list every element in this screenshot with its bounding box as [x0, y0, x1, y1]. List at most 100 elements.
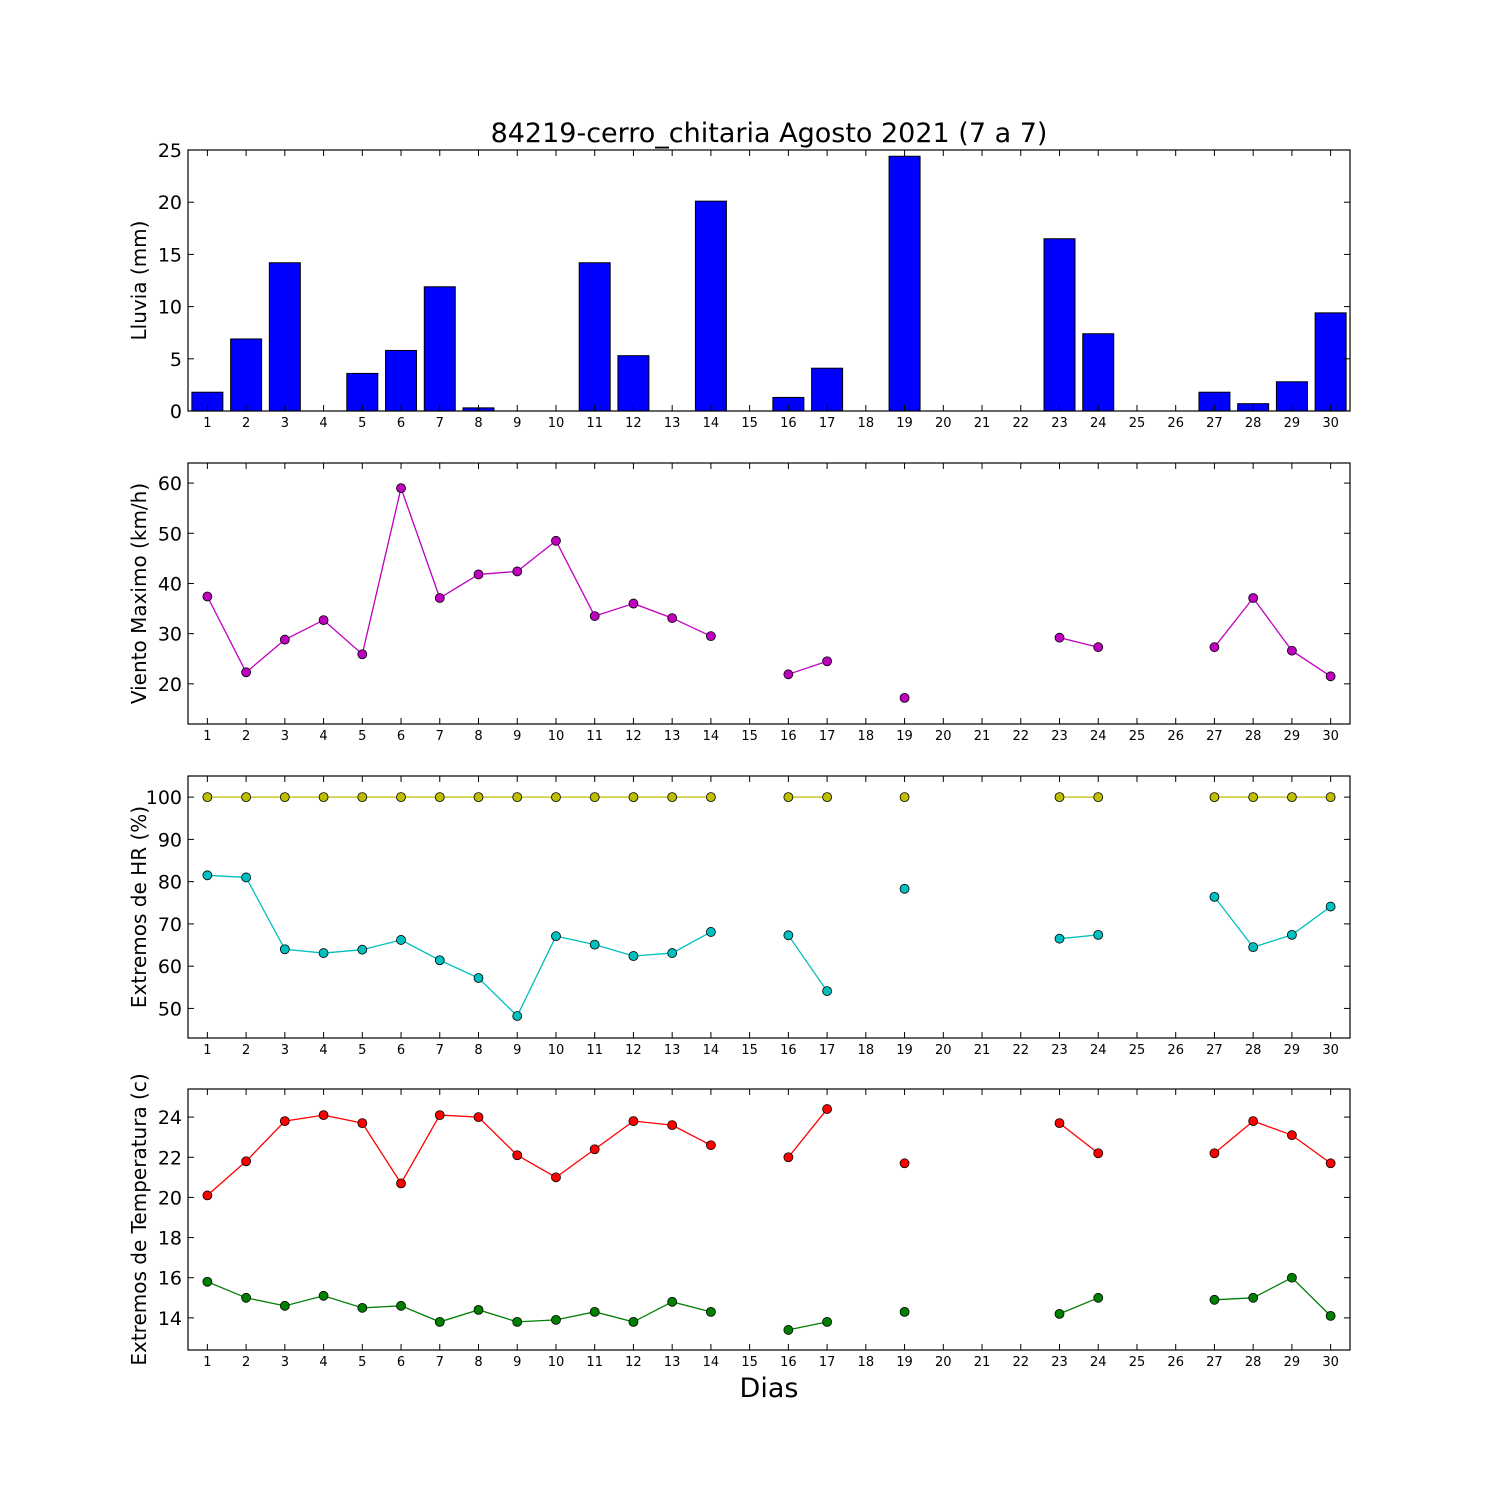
y-axis-label: Viento Maximo (km/h)	[127, 483, 151, 704]
series-1-line-5	[1214, 1120, 1332, 1164]
series-2-point-day-4	[318, 1290, 329, 1301]
series-2-point-day-24	[1093, 1292, 1104, 1303]
y-tick-label: 60	[158, 956, 182, 978]
series-1-point-day-13	[667, 792, 678, 803]
series-2-point-day-16	[783, 1325, 794, 1335]
x-tick-label: 11	[586, 729, 603, 744]
series-1-line-1	[206, 485, 712, 674]
x-tick-label: 21	[974, 729, 991, 744]
x-tick-label: 24	[1090, 1043, 1107, 1058]
x-tick-label: 4	[319, 1355, 327, 1370]
series-2-point-day-16	[783, 930, 794, 941]
series-1-point-day-3	[279, 1116, 290, 1127]
x-tick-label: 19	[896, 729, 913, 744]
series-1-line-4	[1059, 1122, 1099, 1154]
y-axis-label: Extremos de Temperatura (c)	[127, 1073, 151, 1365]
x-tick-label: 1	[203, 416, 211, 431]
x-tick-label: 17	[819, 1043, 836, 1058]
series-1-point-day-4	[318, 792, 329, 803]
x-tick-label: 2	[242, 416, 250, 431]
series-1-point-day-14	[706, 792, 716, 803]
x-tick-label: 8	[474, 1355, 482, 1370]
x-tick-label: 20	[935, 416, 952, 431]
series-2-point-day-9	[512, 1011, 523, 1021]
x-tick-label: 6	[397, 1043, 405, 1058]
series-2-point-day-30	[1325, 901, 1336, 912]
x-tick-label: 10	[548, 416, 565, 431]
series-2-line-1	[207, 874, 712, 1018]
x-tick-label: 22	[1012, 1355, 1029, 1370]
series-1-point-day-1	[202, 591, 213, 602]
y-axis-label: Lluvia (mm)	[127, 221, 151, 341]
x-tick-label: 15	[741, 416, 758, 431]
series-1-point-day-10	[551, 1172, 561, 1183]
series-2-point-day-17	[822, 986, 832, 996]
series-2-point-day-11	[589, 1306, 600, 1317]
series-1-point-day-13	[667, 613, 678, 623]
series-2-line-5	[1213, 896, 1332, 948]
y-tick-label: 5	[170, 349, 182, 371]
series-1-point-day-19	[899, 693, 910, 703]
bar-day-14	[694, 200, 727, 412]
series-1-point-day-2	[241, 792, 252, 803]
series-1-point-day-24	[1093, 1148, 1104, 1159]
x-tick-label: 20	[935, 729, 952, 744]
x-tick-label: 16	[780, 1355, 797, 1370]
series-1-point-day-30	[1325, 792, 1336, 803]
x-tick-label: 24	[1090, 416, 1107, 431]
x-tick-label: 12	[625, 416, 642, 431]
x-tick-label: 8	[474, 1043, 482, 1058]
series-1-point-day-5	[357, 792, 368, 803]
series-1-point-day-13	[667, 1120, 678, 1131]
bar-day-12	[617, 355, 650, 412]
plot-frame	[187, 149, 1351, 412]
x-tick-label: 11	[586, 1043, 603, 1058]
x-tick-label: 11	[586, 416, 603, 431]
y-tick-label: 10	[158, 297, 182, 319]
x-tick-label: 14	[703, 1355, 720, 1370]
panel-3: 1 2 3 4 5 6 7 8 9 10 11 12 13 14 15 16 17 18 19 20 21 22 23 24 2…	[127, 775, 1351, 1058]
x-tick-label: 22	[1012, 1043, 1029, 1058]
y-tick-label: 18	[158, 1228, 182, 1250]
y-tick-label: 20	[158, 192, 182, 214]
x-tick-label: 20	[935, 1355, 952, 1370]
x-tick-label: 16	[780, 1043, 797, 1058]
series-1-line-1	[206, 1114, 712, 1196]
x-tick-label: 19	[896, 416, 913, 431]
x-tick-label: 4	[319, 416, 327, 431]
x-tick-label: 23	[1051, 729, 1068, 744]
x-tick-label: 13	[664, 1355, 681, 1370]
y-tick-label: 70	[158, 914, 182, 936]
x-tick-label: 24	[1090, 729, 1107, 744]
series-1-point-day-5	[357, 649, 368, 660]
x-tick-label: 1	[203, 729, 211, 744]
series-2-point-day-8	[473, 973, 484, 983]
x-tick-label: 10	[548, 729, 565, 744]
series-1-point-day-16	[783, 792, 794, 803]
y-tick-label: 80	[158, 872, 182, 894]
x-tick-label: 27	[1206, 416, 1223, 431]
series-2-line-4	[1059, 934, 1099, 940]
x-tick-label: 17	[819, 729, 836, 744]
x-tick-label: 1	[203, 1043, 211, 1058]
series-2-point-day-7	[434, 955, 445, 966]
x-tick-label: 30	[1322, 1355, 1339, 1370]
x-tick-label: 21	[974, 1355, 991, 1370]
series-2-line-4	[1059, 1297, 1099, 1315]
series-2-point-day-5	[357, 944, 368, 955]
series-1-point-day-27	[1209, 792, 1220, 803]
x-tick-label: 26	[1167, 1355, 1184, 1370]
x-tick-label: 2	[242, 1043, 250, 1058]
x-tick-label: 30	[1322, 1043, 1339, 1058]
series-2-point-day-2	[241, 1292, 252, 1303]
plot-frame	[187, 1088, 1351, 1351]
series-1-point-day-1	[202, 1190, 213, 1201]
bar-day-5	[346, 372, 379, 412]
series-1-line-2	[788, 660, 828, 675]
series-1-point-day-19	[899, 1158, 910, 1169]
x-tick-label: 14	[703, 416, 720, 431]
series-1-point-day-12	[628, 598, 639, 609]
bar-day-2	[230, 338, 263, 412]
series-1-point-day-7	[434, 593, 445, 603]
series-1-point-day-12	[628, 792, 639, 803]
